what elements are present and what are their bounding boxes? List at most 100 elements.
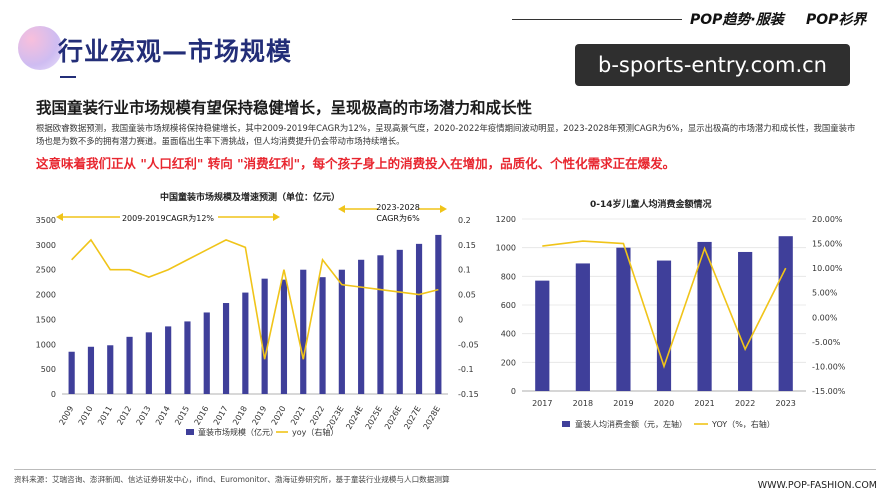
chart1-right-tick-label: -0.15 [458, 390, 479, 399]
chart2-bar [616, 247, 631, 391]
chart1-x-tick-label: 2009 [57, 405, 75, 427]
chart1-annotation-2023-2028: 2023-2028 [376, 203, 420, 212]
chart2-left-tick-label: 200 [501, 358, 516, 367]
chart1-cagr-arrowhead-right [273, 213, 280, 221]
chart1-yoy-line [71, 238, 439, 360]
chart1-left-tick-label: 2500 [36, 266, 56, 275]
section-heading: 我国童装行业市场规模有望保持稳健增长，呈现极高的市场潜力和成长性 [36, 99, 533, 117]
chart2-left-tick-label: 800 [501, 272, 516, 281]
chart1-x-tick-label: 2014 [154, 405, 172, 427]
chart1-x-tick-label: 2012 [115, 405, 133, 427]
chart1-x-tick-label: 2017 [212, 405, 230, 427]
chart2-right-tick-label: 15.00% [812, 240, 843, 249]
chart2-bar [738, 251, 753, 391]
chart1-x-tick-label: 2025E [364, 405, 385, 432]
chart2-bar [697, 241, 712, 391]
title-underline [60, 76, 76, 78]
chart2-bar [656, 260, 672, 391]
chart1-left-tick-label: 1000 [36, 340, 56, 349]
chart1-annotation-cagr-6: CAGR为6% [376, 213, 420, 223]
chart1-bar [377, 255, 384, 394]
chart2-left-tick-label: 1000 [496, 244, 516, 253]
chart1-x-tick-label: 2016 [193, 405, 211, 427]
chart2-legend-bar-swatch [562, 421, 570, 427]
chart2-right-tick-label: -15.00% [812, 387, 846, 396]
chart1-bar [87, 346, 95, 394]
chart1-right-tick-label: -0.05 [458, 340, 479, 349]
chart1-x-tick-label: 2010 [77, 405, 95, 427]
chart1-bar [280, 279, 288, 394]
chart1-x-tick-label: 2019 [250, 405, 268, 427]
chart2-bar [575, 263, 590, 391]
chart1-x-tick-label: 2018 [231, 405, 249, 427]
chart1-x-tick-label: 2013 [135, 405, 153, 427]
chart1-x-tick-label: 2020 [270, 405, 288, 427]
chart1-bar [203, 312, 210, 394]
chart2-left-tick-label: 400 [501, 330, 516, 339]
brand-logo-pop: POP衫界 [806, 12, 867, 28]
chart1-right-tick-label: -0.1 [458, 365, 474, 374]
chart1-bar [300, 269, 307, 394]
chart1-bar [242, 292, 249, 394]
chart1-x-tick-label: 2028E [422, 405, 443, 432]
chart2-left-tick-label: 600 [501, 301, 516, 310]
chart1-right-tick-label: 0 [458, 315, 463, 324]
decorative-blob-icon [18, 26, 62, 70]
chart2-x-tick-label: 2022 [735, 399, 755, 408]
chart1-left-tick-label: 3500 [36, 216, 56, 225]
chart1-bar [222, 303, 230, 394]
chart1-left-tick-label: 500 [41, 365, 56, 374]
page-title: 行业宏观—市场规模 [58, 37, 293, 66]
chart1-bar [435, 234, 442, 394]
chart1-bar [184, 321, 191, 394]
chart1-cagr2-arrowhead-left [338, 205, 345, 213]
chart1-x-tick-label: 2026E [383, 405, 404, 432]
chart1-bar [126, 336, 133, 394]
chart2-bar [778, 236, 793, 391]
chart2-legend-line-label: YOY（%，右轴） [711, 419, 775, 429]
chart1-bar [165, 326, 172, 394]
chart2-left-tick-label: 0 [511, 387, 516, 396]
chart1-left-tick-label: 3000 [36, 241, 56, 250]
chart1-legend-line-label: yoy（右轴） [292, 427, 338, 437]
header-divider [512, 19, 682, 20]
chart2-x-tick-label: 2019 [613, 399, 633, 408]
chart1-bar [319, 277, 326, 394]
chart1-bar [358, 259, 365, 394]
chart2-title: 0-14岁儿童人均消费金额情况 [590, 200, 712, 210]
chart2-x-tick-label: 2018 [573, 399, 593, 408]
chart1-bar [107, 345, 114, 394]
chart1-x-tick-label: 2024E [344, 405, 365, 432]
chart2-x-tick-label: 2023 [776, 399, 796, 408]
chart2-right-tick-label: 10.00% [812, 264, 843, 273]
footer-website: WWW.POP-FASHION.COM [757, 480, 877, 491]
chart2-right-tick-label: 0.00% [812, 313, 838, 322]
chart1-left-tick-label: 0 [51, 390, 56, 399]
chart2-right-tick-label: -10.00% [812, 362, 846, 371]
chart1-x-tick-label: 2021 [289, 405, 307, 427]
chart1-legend-bar-label: 童装市场规模（亿元） [198, 427, 278, 437]
chart1-bar [396, 249, 403, 394]
footer-source: 资料来源：艾瑞咨询、澎湃新闻、信达证券研发中心，ifind、Euromonito… [14, 475, 450, 484]
watermark-banner: b-sports-entry.com.cn [575, 44, 850, 86]
chart1-x-tick-label: 2027E [402, 405, 423, 432]
chart1-title: 中国童装市场规模及增速预测（单位：亿元） [160, 193, 341, 203]
chart2-right-tick-label: -5.00% [812, 338, 841, 347]
footer-divider [14, 469, 876, 470]
chart1-right-tick-label: 0.15 [458, 241, 476, 250]
chart1-left-tick-label: 2000 [36, 291, 56, 300]
chart1-bar [68, 351, 75, 394]
chart2-legend-bar-label: 童装人均消费金额（元，左轴） [575, 419, 687, 429]
body-paragraph: 根据欧睿数据预测，我国童装市场规模将保持稳健增长，其中2009-2019年CAG… [36, 123, 856, 146]
chart2-right-tick-label: 20.00% [812, 215, 843, 224]
chart1-x-tick-label: 2015 [173, 405, 191, 427]
chart1-bar [261, 278, 268, 394]
chart1-legend-bar-swatch [186, 429, 194, 435]
chart1-bar [415, 243, 423, 394]
chart2-x-tick-label: 2017 [532, 399, 552, 408]
chart1-right-tick-label: 0.2 [458, 216, 471, 225]
brand-logo-fashion: POP趋势·服装 [690, 12, 784, 28]
chart1-right-tick-label: 0.05 [458, 291, 476, 300]
